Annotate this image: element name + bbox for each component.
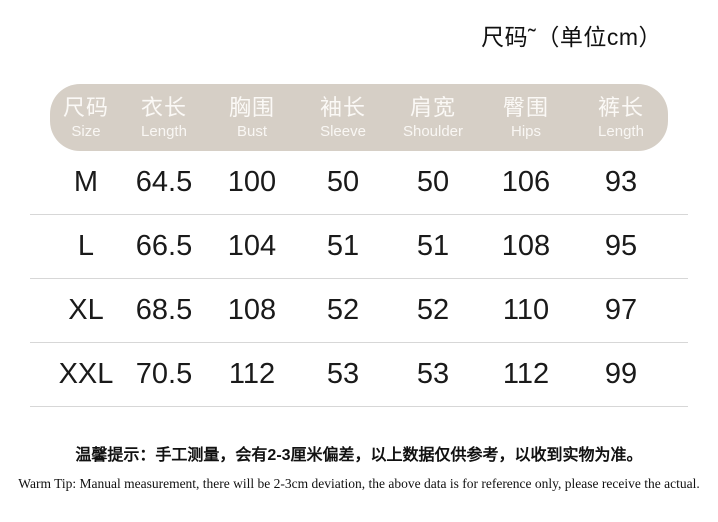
cell-bust: 108 xyxy=(227,294,277,326)
cell-hips: 108 xyxy=(501,230,551,262)
column-header-zh: 衣长 xyxy=(140,95,187,121)
column-header-en: Length xyxy=(598,122,644,140)
column-header-zh: 臀围 xyxy=(502,95,549,121)
cell-size: L xyxy=(77,230,95,262)
cell-shoulder: 50 xyxy=(416,166,450,198)
column-header-en: Size xyxy=(71,122,101,140)
cell-sleeve: 50 xyxy=(326,166,360,198)
column-header-zh: 肩宽 xyxy=(409,95,456,121)
table-row-xxl: XXL 70.5 112 53 53 112 99 xyxy=(30,343,688,407)
cell-bust: 104 xyxy=(227,230,277,262)
column-header-bust: 胸围 Bust xyxy=(206,95,298,140)
cell-size: XL xyxy=(68,294,104,326)
table-row-m: M 64.5 100 50 50 106 93 xyxy=(30,151,688,215)
cell-pants-length: 93 xyxy=(604,166,638,198)
cell-garment-length: 68.5 xyxy=(135,294,193,326)
column-header-en: Bust xyxy=(236,122,267,140)
column-header-zh: 胸围 xyxy=(228,95,275,121)
column-header-en: Shoulder xyxy=(402,122,464,140)
table-row-l: L 66.5 104 51 51 108 95 xyxy=(30,215,688,279)
column-header-zh: 尺码 xyxy=(62,95,109,121)
cell-pants-length: 97 xyxy=(604,294,638,326)
cell-size: M xyxy=(73,166,99,198)
cell-sleeve: 53 xyxy=(326,358,360,390)
column-header-en: Hips xyxy=(510,122,541,140)
table-row-xl: XL 68.5 108 52 52 110 97 xyxy=(30,279,688,343)
cell-sleeve: 52 xyxy=(326,294,360,326)
column-header-garment-length: 衣长 Length xyxy=(122,95,206,140)
column-header-en: Sleeve xyxy=(320,122,366,140)
cell-shoulder: 52 xyxy=(416,294,450,326)
cell-shoulder: 53 xyxy=(416,358,450,390)
column-header-shoulder: 肩宽 Shoulder xyxy=(388,95,478,140)
cell-pants-length: 99 xyxy=(604,358,638,390)
cell-shoulder: 51 xyxy=(416,230,450,262)
cell-pants-length: 95 xyxy=(604,230,638,262)
cell-garment-length: 64.5 xyxy=(135,166,193,198)
cell-hips: 112 xyxy=(502,358,550,390)
cell-bust: 100 xyxy=(227,166,277,198)
table-header-row: 尺码 Size 衣长 Length 胸围 Bust 袖长 Sleeve 肩宽 S… xyxy=(50,84,668,151)
warm-tip-english: Warm Tip: Manual measurement, there will… xyxy=(18,476,700,491)
column-header-pants-length: 裤长 Length xyxy=(574,95,668,140)
cell-hips: 106 xyxy=(501,166,551,198)
column-header-zh: 裤长 xyxy=(597,95,644,121)
cell-bust: 112 xyxy=(228,358,276,390)
cell-sleeve: 51 xyxy=(326,230,360,262)
column-header-en: Length xyxy=(141,122,187,140)
column-header-hips: 臀围 Hips xyxy=(478,95,574,140)
size-table: 尺码 Size 衣长 Length 胸围 Bust 袖长 Sleeve 肩宽 S… xyxy=(30,84,688,407)
cell-garment-length: 66.5 xyxy=(135,230,193,262)
cell-hips: 110 xyxy=(502,294,550,326)
column-header-sleeve: 袖长 Sleeve xyxy=(298,95,388,140)
cell-size: XXL xyxy=(58,358,114,390)
column-header-zh: 袖长 xyxy=(319,95,366,121)
column-header-size: 尺码 Size xyxy=(50,95,122,140)
page-title: 尺码˜（单位cm） xyxy=(481,24,662,50)
cell-garment-length: 70.5 xyxy=(135,358,193,390)
warm-tip-chinese: 温馨提示：手工测量，会有2-3厘米偏差，以上数据仅供参考，以收到实物为准。 xyxy=(75,447,643,464)
